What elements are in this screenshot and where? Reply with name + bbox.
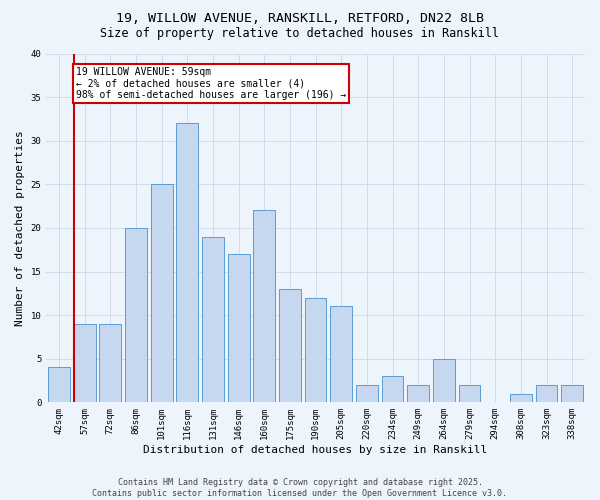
Text: Size of property relative to detached houses in Ranskill: Size of property relative to detached ho…: [101, 28, 499, 40]
Bar: [202, 236, 224, 402]
Bar: [279, 289, 301, 403]
Bar: [151, 184, 173, 402]
Bar: [125, 228, 147, 402]
Bar: [228, 254, 250, 402]
Y-axis label: Number of detached properties: Number of detached properties: [15, 130, 25, 326]
Bar: [433, 358, 455, 403]
Bar: [74, 324, 95, 402]
Text: 19 WILLOW AVENUE: 59sqm
← 2% of detached houses are smaller (4)
98% of semi-deta: 19 WILLOW AVENUE: 59sqm ← 2% of detached…: [76, 66, 346, 100]
Bar: [48, 368, 70, 402]
Bar: [253, 210, 275, 402]
Bar: [100, 324, 121, 402]
Text: Contains HM Land Registry data © Crown copyright and database right 2025.
Contai: Contains HM Land Registry data © Crown c…: [92, 478, 508, 498]
Bar: [407, 385, 429, 402]
Bar: [356, 385, 378, 402]
Bar: [382, 376, 403, 402]
Bar: [331, 306, 352, 402]
Text: 19, WILLOW AVENUE, RANSKILL, RETFORD, DN22 8LB: 19, WILLOW AVENUE, RANSKILL, RETFORD, DN…: [116, 12, 484, 26]
Bar: [458, 385, 481, 402]
Bar: [176, 124, 198, 402]
Bar: [561, 385, 583, 402]
X-axis label: Distribution of detached houses by size in Ranskill: Distribution of detached houses by size …: [143, 445, 488, 455]
Bar: [305, 298, 326, 403]
Bar: [510, 394, 532, 402]
Bar: [536, 385, 557, 402]
